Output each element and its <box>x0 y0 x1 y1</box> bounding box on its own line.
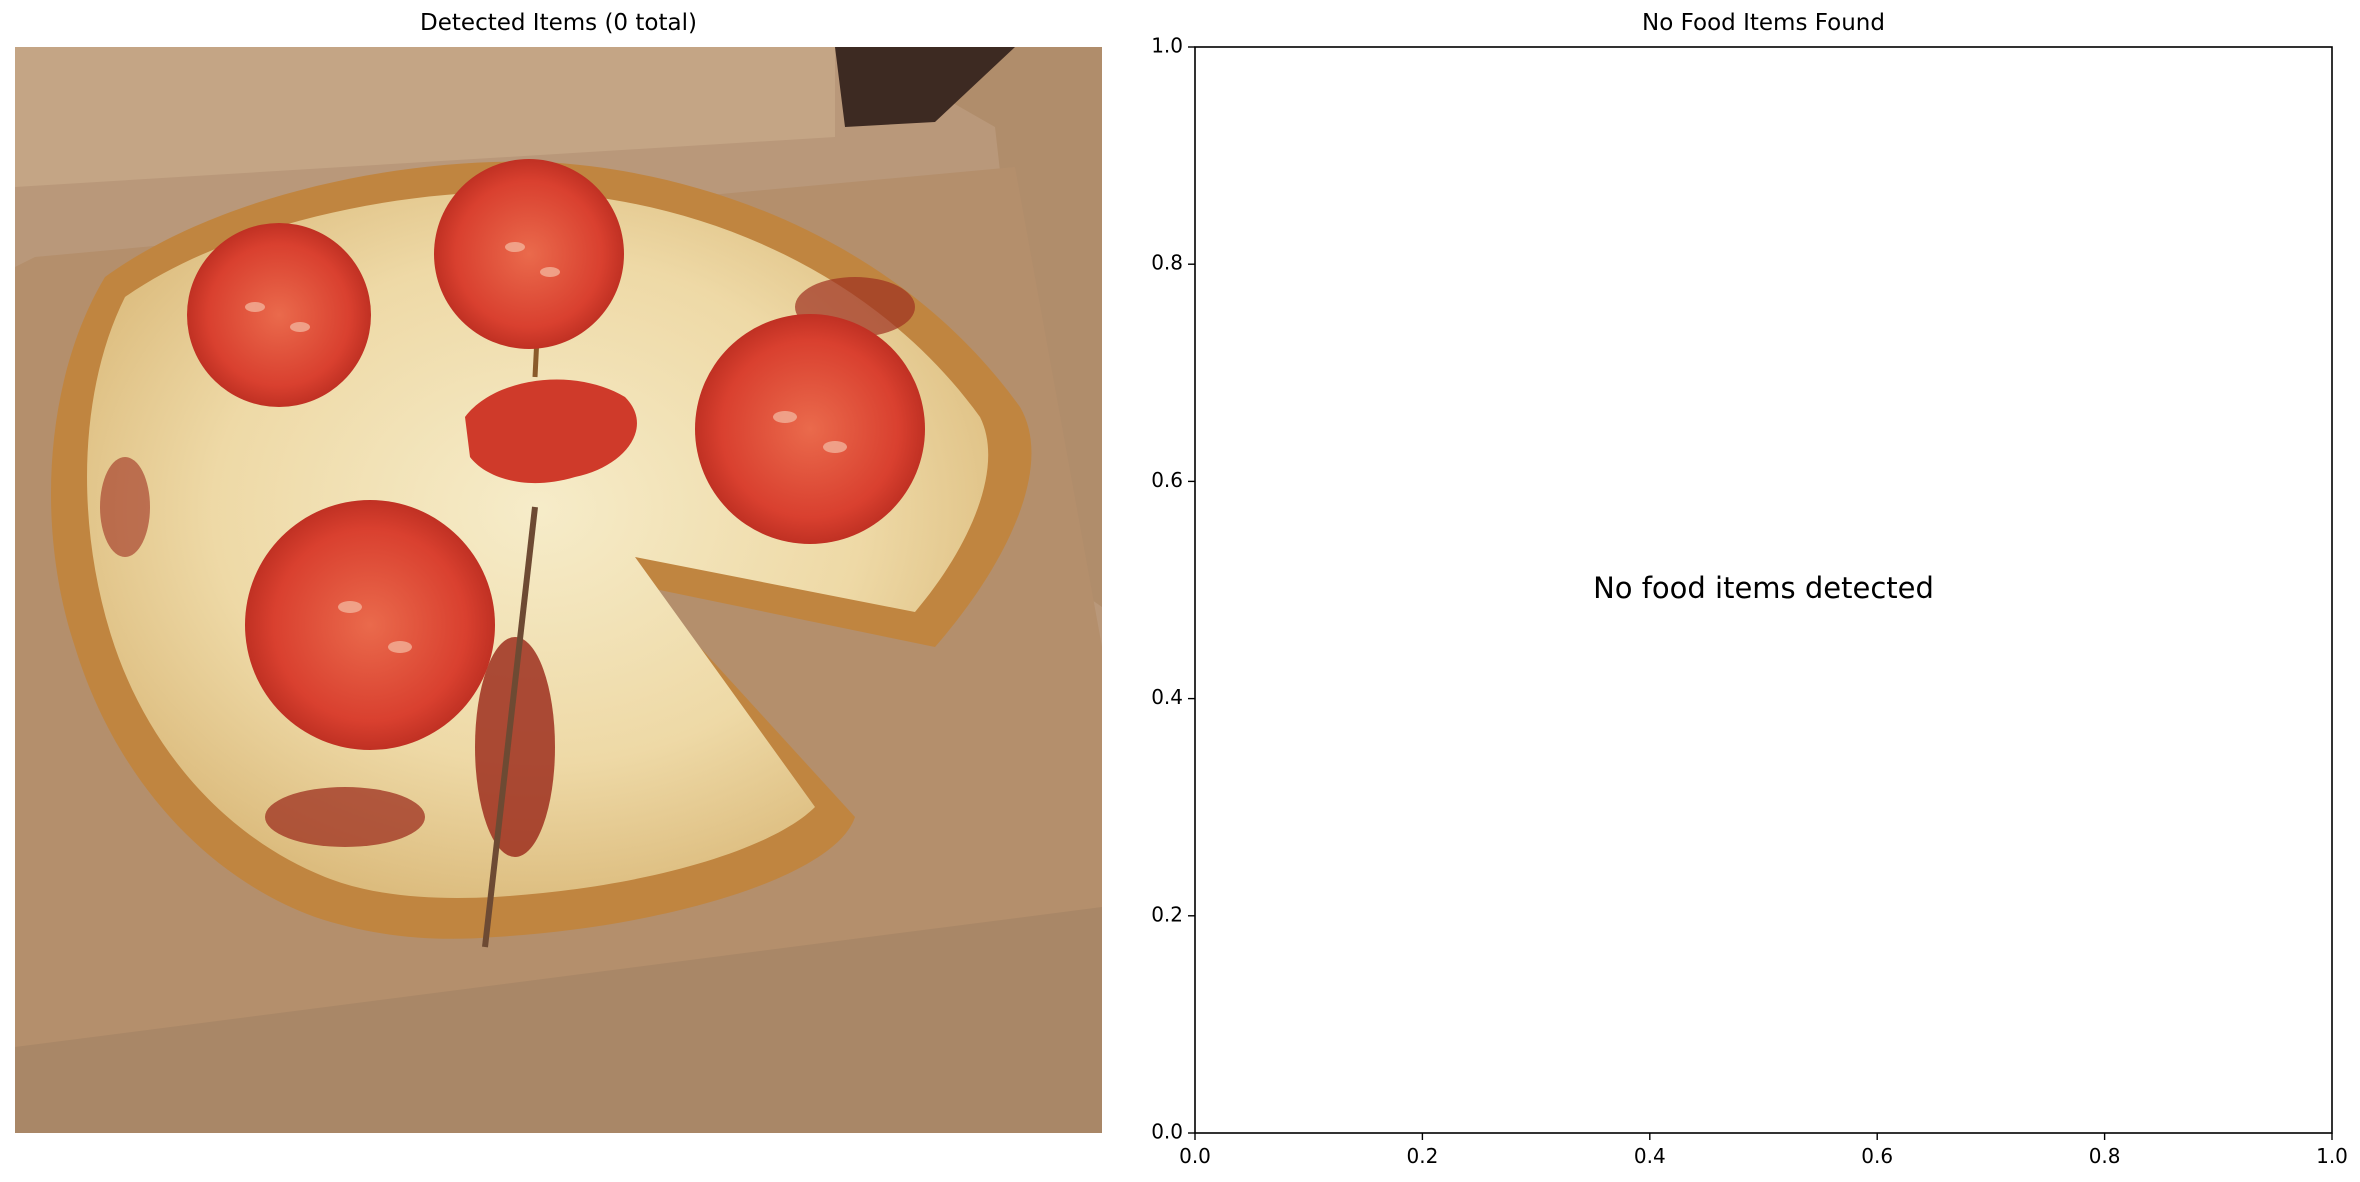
chart-title: No Food Items Found <box>1642 10 1885 36</box>
y-tick-label: 1.0 <box>1151 34 1183 58</box>
tomato-slice <box>695 314 925 544</box>
y-tick-label: 0.2 <box>1151 902 1183 926</box>
tomato-seeds <box>245 242 847 653</box>
x-tick-label: 1.0 <box>2316 1144 2348 1168</box>
sauce-patch <box>475 637 555 857</box>
x-tick-label: 0.2 <box>1406 1144 1438 1168</box>
y-tick-label: 0.0 <box>1151 1120 1183 1144</box>
sauce-patch <box>265 787 425 847</box>
slice-cut <box>482 506 538 948</box>
x-tick-label: 0.4 <box>1634 1144 1666 1168</box>
y-tick-label: 0.8 <box>1151 251 1183 275</box>
plot-frame <box>1194 46 2333 1134</box>
y-tick-label: 0.6 <box>1151 468 1183 492</box>
x-tick-label: 0.8 <box>2089 1144 2121 1168</box>
pizza-illustration <box>15 47 1102 1133</box>
no-items-message: No food items detected <box>1593 571 1934 605</box>
pizza-photo <box>15 47 1102 1133</box>
y-tick-label: 0.4 <box>1151 685 1183 709</box>
x-tick-label: 0.0 <box>1179 1144 1211 1168</box>
tick-layer: 0.0 0.2 0.4 0.6 0.8 1.0 0.0 0.2 0.4 0.6 0.8 1.0 <box>1151 34 2348 1169</box>
sauce-patch <box>100 457 150 557</box>
left-panel-title: Detected Items (0 total) <box>420 10 697 36</box>
tomato-slice <box>245 500 495 750</box>
pizza-box-lid <box>15 47 835 187</box>
tomato-slice <box>465 379 637 484</box>
tomato-slice <box>187 223 371 407</box>
box-shadow-corner <box>835 47 1015 127</box>
box-front-edge <box>15 907 1102 1133</box>
x-tick-label: 0.6 <box>1861 1144 1893 1168</box>
tomato-slice <box>434 159 624 349</box>
